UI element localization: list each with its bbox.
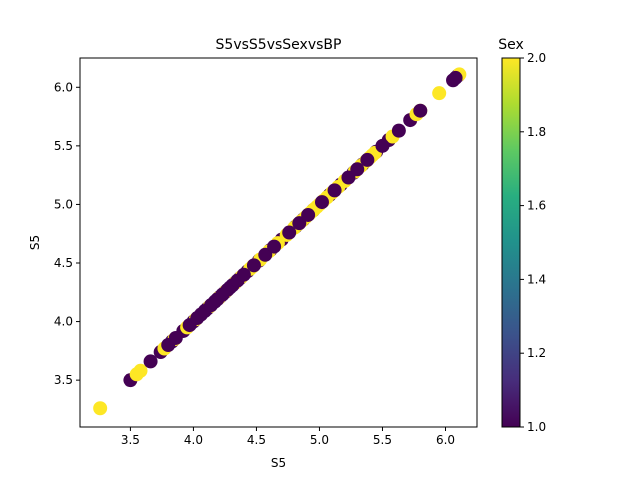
scatter-point	[314, 195, 329, 210]
scatter-point	[360, 152, 375, 167]
y-tick-label: 5.0	[54, 197, 73, 211]
scatter-point	[375, 138, 390, 153]
y-tick-label: 3.5	[54, 373, 73, 387]
scatter-point	[246, 258, 261, 273]
y-tick-label: 5.5	[54, 139, 73, 153]
scatter-point	[143, 354, 158, 369]
x-axis: 3.5 4.0 4.5 5.0 5.5 6.0	[121, 427, 455, 447]
colorbar-tick-label: 1.8	[527, 125, 546, 139]
colorbar-tick-label: 2.0	[527, 51, 546, 65]
y-axis: 3.5 4.0 4.5 5.0 5.5 6.0	[54, 80, 80, 387]
x-tick-label: 5.5	[373, 433, 392, 447]
colorbar-tick-label: 1.4	[527, 272, 546, 286]
colorbar	[501, 57, 521, 428]
scatter-point	[267, 239, 282, 254]
colorbar-tick-label: 1.6	[527, 199, 546, 213]
x-tick-label: 6.0	[436, 433, 455, 447]
scatter-point	[133, 363, 148, 378]
scatter-point	[93, 401, 108, 416]
x-tick-label: 5.0	[310, 433, 329, 447]
y-tick-label: 4.0	[54, 315, 73, 329]
scatter-point	[448, 70, 463, 85]
scatter-point	[258, 247, 273, 262]
x-tick-label: 3.5	[121, 433, 140, 447]
plot-frame	[79, 57, 478, 428]
scatter-point	[341, 170, 356, 185]
scatter-point	[168, 330, 183, 345]
x-tick-label: 4.0	[184, 433, 203, 447]
scatter-point	[301, 207, 316, 222]
scatter-point	[327, 183, 342, 198]
scatter-points	[93, 67, 467, 416]
scatter-point	[413, 103, 428, 118]
y-tick-label: 4.5	[54, 256, 73, 270]
scatter-point	[292, 216, 307, 231]
scatter-point	[350, 162, 365, 177]
scatter-point	[432, 86, 447, 101]
y-axis-label: S5	[28, 235, 42, 250]
x-axis-label: S5	[271, 456, 286, 470]
scatter-point	[391, 123, 406, 138]
chart-title: S5vsS5vsSexvsBP	[216, 37, 342, 53]
colorbar-tick-label: 1.0	[527, 420, 546, 434]
colorbar-tick-label: 1.2	[527, 346, 546, 360]
y-tick-label: 6.0	[54, 80, 73, 94]
colorbar-ticks: 1.0 1.2 1.4 1.6 1.8 2.0	[520, 51, 546, 434]
scatter-point	[236, 267, 251, 282]
scatter-point	[282, 225, 297, 240]
colorbar-label: Sex	[498, 37, 524, 53]
x-tick-label: 4.5	[247, 433, 266, 447]
